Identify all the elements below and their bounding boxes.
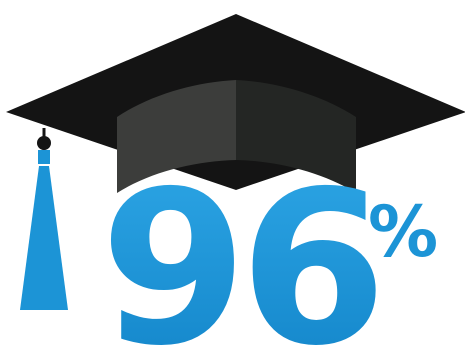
cap-band-left bbox=[117, 80, 236, 193]
tassel-band bbox=[38, 150, 50, 164]
tassel-knob bbox=[37, 136, 51, 150]
stat-unit: % bbox=[368, 191, 439, 273]
tassel-icon bbox=[20, 166, 68, 310]
cap-band-right bbox=[236, 80, 356, 193]
stat-value: 96 bbox=[100, 163, 390, 360]
